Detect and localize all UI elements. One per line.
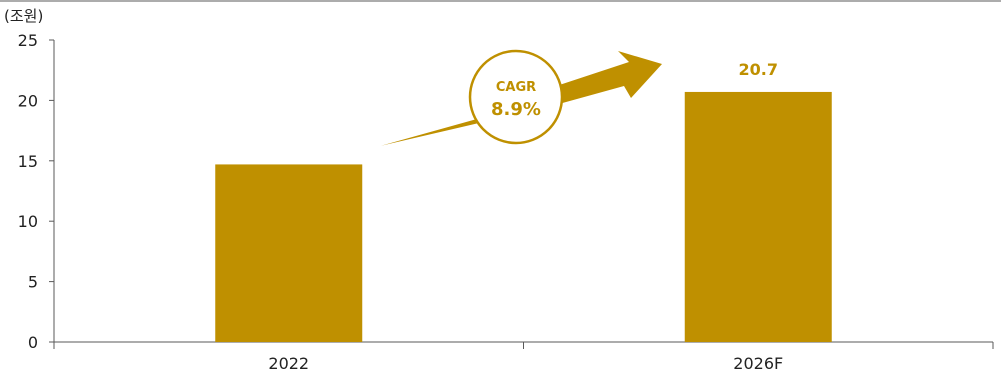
y-tick-label: 20: [18, 91, 38, 110]
y-tick-label: 5: [28, 273, 38, 292]
cagr-title: CAGR: [496, 80, 536, 95]
y-axis-unit-label: (조원): [4, 7, 43, 25]
cagr-circle: [468, 49, 564, 145]
cagr-annotation: CAGR 8.9%: [380, 49, 662, 146]
y-tick-label: 10: [18, 212, 38, 231]
bars: 20.7: [215, 60, 832, 342]
y-tick-label: 15: [18, 152, 38, 171]
x-tick-label: 2026F: [733, 354, 783, 373]
cagr-value: 8.9%: [491, 99, 541, 120]
x-axis: 2022 2026F: [53, 341, 994, 373]
bar-2026f: [684, 91, 832, 342]
bar-2022: [215, 164, 363, 342]
y-tick-label: 0: [28, 333, 38, 352]
data-label: 20.7: [739, 60, 778, 79]
x-tick-label: 2022: [268, 354, 309, 373]
y-axis: 0 5 10 15 20 25: [18, 31, 55, 352]
y-tick-label: 25: [18, 31, 38, 50]
